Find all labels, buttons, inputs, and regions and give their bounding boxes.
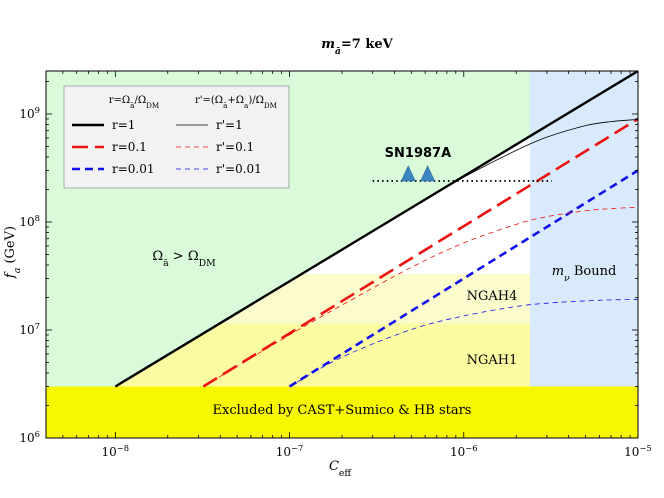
y-tick-label: 109 [19,105,40,121]
legend-box [63,85,290,189]
region-ngah4 [219,273,531,324]
legend-label: r'=0.1 [216,140,254,154]
sn1987a-label: SN1987A [385,146,452,161]
y-tick-label: 107 [19,321,40,337]
label-ngah1: NGAH1 [467,353,518,368]
legend: r=Ωā/ΩDM r'=(Ωā+Ωa)/ΩDM r=1 r'=1 r=0.1 r'=0.1… [63,85,290,189]
curves [114,71,638,388]
series-line-r-1 [115,119,638,387]
y-tick-label: 106 [19,429,40,445]
label-overabundant: Ωā > ΩDM [152,249,216,269]
label-excluded: Excluded by CAST+Sumico & HB stars [213,403,472,418]
x-tick-label: 10−5 [624,443,652,459]
region-mnu-bound [530,71,638,438]
axis-ticks: 10−8 10−7 10−6 10−5 106 107 108 109 [19,71,652,459]
x-axis-title: Ceff [329,459,352,479]
region-excluded [46,386,638,438]
legend-label: r=1 [112,118,135,132]
plot-area [46,71,638,438]
x-tick-label: 10−8 [102,443,130,459]
region-labels: Ωā > ΩDM mν Bound NGAH4 NGAH1 Excluded by CA… [152,249,616,418]
chart-title: mā=7 keV [321,37,393,57]
legend-label: r=0.1 [112,140,147,154]
sn1987a-group: SN1987A [372,146,552,182]
series-line-r-0-1 [202,117,638,388]
sn1987a-marker [400,165,416,182]
legend-label: r'=1 [216,118,243,132]
label-mnu-bound: mν Bound [552,264,617,284]
x-tick-label: 10−6 [450,443,478,459]
legend-header-left: r=Ωā/ΩDM [109,95,160,110]
y-axis-title: fa (GeV) [3,226,23,279]
label-ngah4: NGAH4 [467,289,518,304]
region-ngah1 [115,323,531,387]
sn1987a-marker [420,165,436,182]
y-tick-label: 108 [19,213,40,229]
series-line-r-0-01 [288,169,638,388]
x-tick-label: 10−7 [276,443,304,459]
series-line-r-0-1 [203,206,638,387]
legend-header-right: r'=(Ωā+Ωa)/ΩDM [195,95,277,110]
legend-label: r=0.01 [112,162,155,176]
legend-label: r'=0.01 [216,162,262,176]
